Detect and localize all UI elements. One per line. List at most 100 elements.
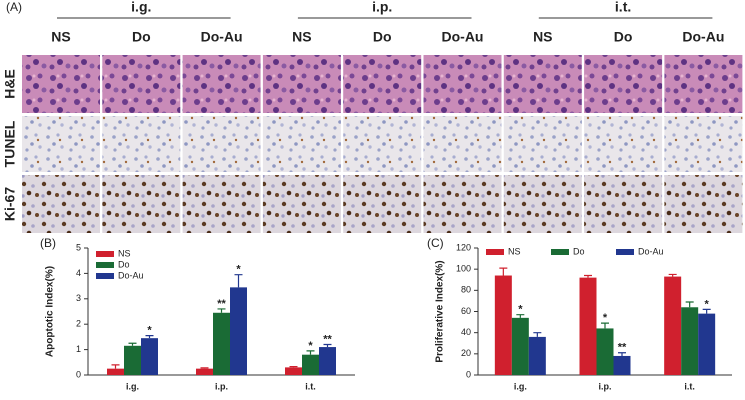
bar bbox=[613, 355, 631, 375]
legend-swatch bbox=[96, 262, 114, 268]
micrograph bbox=[423, 116, 502, 172]
legend-swatch bbox=[616, 249, 634, 255]
legend-swatch bbox=[96, 273, 114, 279]
y-tick-label: 1 bbox=[76, 344, 81, 354]
bar bbox=[528, 336, 546, 375]
error-bar bbox=[685, 301, 694, 308]
error-bar bbox=[618, 352, 626, 356]
micrograph bbox=[503, 55, 582, 113]
micrograph bbox=[343, 55, 422, 113]
bar bbox=[698, 313, 716, 375]
y-axis-label: Apoptotic Index(%) bbox=[45, 266, 56, 357]
significance-label: * bbox=[705, 298, 710, 310]
micrograph bbox=[503, 116, 582, 172]
error-bar bbox=[128, 342, 137, 346]
x-tick-label: i.p. bbox=[215, 381, 228, 391]
bar bbox=[579, 277, 597, 375]
y-tick-label: 100 bbox=[456, 264, 471, 274]
micrograph bbox=[584, 55, 663, 113]
legend-label: Do bbox=[573, 246, 585, 256]
panel-label: (B) bbox=[40, 236, 56, 250]
bar bbox=[141, 338, 158, 375]
micrograph bbox=[102, 116, 181, 172]
micrograph bbox=[664, 55, 743, 113]
y-tick-label: 60 bbox=[461, 306, 471, 316]
charts: (B)Apoptotic Index(%)012345i.g.*i.p.***i… bbox=[40, 236, 732, 391]
error-bar bbox=[584, 274, 592, 278]
y-tick-label: 120 bbox=[456, 242, 471, 252]
micrograph bbox=[423, 175, 502, 233]
error-bar bbox=[306, 350, 315, 355]
error-bar bbox=[289, 366, 298, 368]
error-bar bbox=[533, 332, 542, 337]
y-tick-label: 80 bbox=[461, 285, 471, 295]
micrograph bbox=[22, 55, 100, 113]
micrograph bbox=[22, 116, 100, 172]
bar bbox=[230, 287, 247, 375]
micrograph bbox=[22, 175, 100, 233]
panel-label: (C) bbox=[427, 236, 444, 250]
column-label: NS bbox=[292, 29, 311, 45]
error-bar bbox=[601, 322, 609, 329]
bar bbox=[213, 312, 230, 375]
bar bbox=[494, 275, 512, 375]
x-tick-label: i.t. bbox=[305, 381, 316, 391]
bar bbox=[285, 367, 302, 375]
micrograph bbox=[584, 116, 663, 172]
significance-label: * bbox=[603, 312, 608, 324]
legend-swatch bbox=[551, 249, 569, 255]
micrograph bbox=[343, 116, 422, 172]
significance-label: * bbox=[236, 264, 241, 276]
legend-swatch bbox=[96, 251, 114, 257]
y-tick-label: 5 bbox=[76, 242, 81, 252]
row-label: Ki-67 bbox=[2, 187, 18, 221]
column-label: Do-Au bbox=[201, 29, 243, 45]
legend-label: Do bbox=[118, 259, 130, 269]
y-tick-label: 20 bbox=[461, 348, 471, 358]
image-grid: i.g. NS Do Do-Au i.p. NS Do Do-Au i.t. NS Do Do-Au H… bbox=[2, 0, 743, 233]
micrograph bbox=[102, 55, 181, 113]
significance-label: * bbox=[147, 325, 152, 337]
legend-label: Do-Au bbox=[638, 246, 664, 256]
micrograph bbox=[343, 175, 422, 233]
error-bar bbox=[111, 364, 120, 369]
group-label: i.p. bbox=[372, 0, 392, 15]
bar bbox=[107, 368, 124, 375]
y-tick-label: 4 bbox=[76, 268, 81, 278]
micrograph bbox=[262, 175, 341, 233]
group-label: i.t. bbox=[615, 0, 631, 15]
bar bbox=[319, 347, 336, 375]
significance-label: * bbox=[308, 340, 313, 352]
micrograph bbox=[664, 175, 743, 233]
legend-swatch bbox=[486, 249, 504, 255]
bar bbox=[664, 276, 682, 375]
significance-label: ** bbox=[323, 333, 332, 345]
error-bar bbox=[668, 273, 677, 277]
micrograph bbox=[182, 55, 261, 113]
column-label: NS bbox=[533, 29, 552, 45]
y-axis-label: Proliferative Index(%) bbox=[435, 260, 446, 362]
row-label: TUNEL bbox=[2, 120, 18, 167]
error-bar bbox=[200, 367, 209, 369]
significance-label: ** bbox=[618, 342, 627, 354]
column-label: Do bbox=[614, 29, 633, 45]
significance-label: * bbox=[518, 304, 523, 316]
column-label: NS bbox=[51, 29, 70, 45]
error-bar bbox=[323, 343, 332, 348]
x-tick-label: i.g. bbox=[514, 381, 527, 391]
micrograph bbox=[262, 55, 341, 113]
legend-label: NS bbox=[118, 248, 131, 258]
error-bar bbox=[234, 274, 243, 288]
error-bar bbox=[516, 314, 525, 318]
micrograph bbox=[262, 116, 341, 172]
bar bbox=[196, 368, 213, 375]
column-label: Do bbox=[132, 29, 151, 45]
error-bar bbox=[217, 308, 226, 313]
x-tick-label: i.p. bbox=[599, 381, 612, 391]
error-bar bbox=[702, 308, 711, 314]
micrograph bbox=[503, 175, 582, 233]
x-tick-label: i.t. bbox=[684, 381, 695, 391]
legend-label: NS bbox=[508, 246, 521, 256]
x-tick-label: i.g. bbox=[126, 381, 139, 391]
